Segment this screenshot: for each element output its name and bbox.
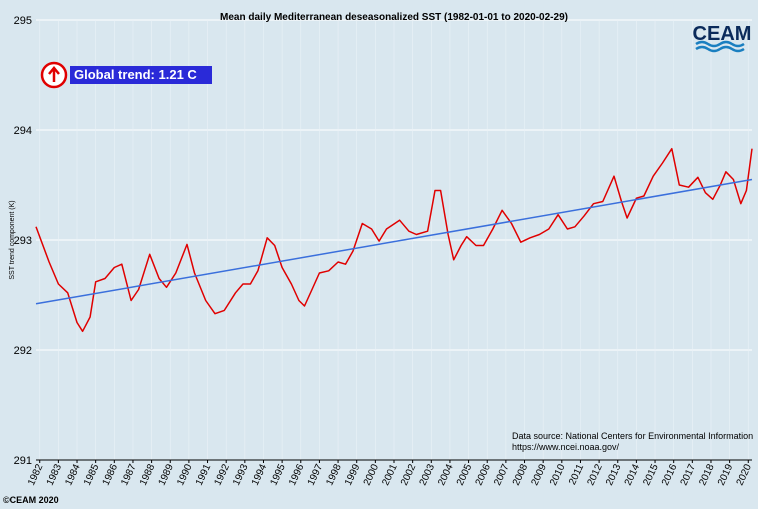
grid xyxy=(36,19,752,461)
source-url: https://www.ncei.noaa.gov/ xyxy=(512,442,620,452)
y-tick-label: 293 xyxy=(14,235,32,247)
trend-arrow xyxy=(48,66,60,82)
y-axis-label: SST trend component (K) xyxy=(9,200,16,279)
logo-waves xyxy=(695,40,745,53)
logo-text: CEAM xyxy=(693,23,752,45)
logo: CEAM xyxy=(693,23,752,53)
trend-box xyxy=(70,66,212,84)
trend-text: Global trend: 1.21 C xyxy=(74,67,197,82)
y-tick-label: 291 xyxy=(14,455,32,467)
y-tick-label: 294 xyxy=(14,125,32,137)
y-tick-label: 292 xyxy=(14,345,32,357)
copyright: ©CEAM 2020 xyxy=(3,495,59,505)
source-text: Data source: National Centers for Enviro… xyxy=(512,431,753,441)
chart-title: Mean daily Mediterranean deseasonalized … xyxy=(220,12,568,23)
trend-badge: Global trend: 1.21 C xyxy=(40,61,212,89)
y-tick-label: 295 xyxy=(14,15,32,27)
series-line xyxy=(35,178,753,305)
series-line xyxy=(35,147,753,333)
